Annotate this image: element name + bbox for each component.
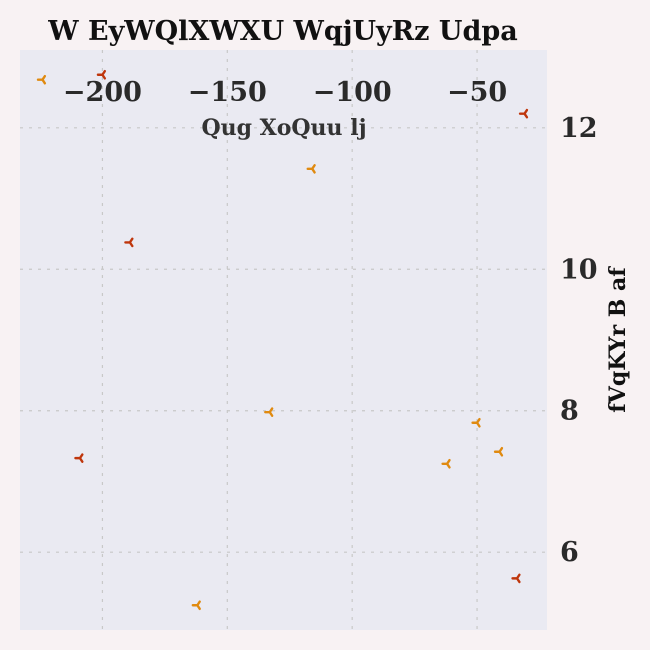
x-tick-label: −200 xyxy=(63,77,142,108)
data-points xyxy=(36,69,529,611)
x-tick-label: −100 xyxy=(313,77,392,108)
scatter-point xyxy=(96,69,107,80)
scatter-point xyxy=(124,237,134,248)
series-0 xyxy=(74,69,529,584)
series-1 xyxy=(36,74,504,611)
tick-labels: −200 −150 −100 −50 6 8 10 12 xyxy=(63,77,598,568)
grid xyxy=(20,50,547,630)
x-axis-label: Qug XoQuu lj xyxy=(201,115,366,141)
scatter-point xyxy=(74,453,84,463)
scatter-point xyxy=(441,458,451,469)
y-axis-label: fVqKYr B af xyxy=(605,266,631,413)
scatter-point xyxy=(511,573,521,584)
y-tick-label: 12 xyxy=(560,113,598,144)
scatter-point xyxy=(36,74,47,85)
chart-title: W EyWQlXWXU WqjUyRz Udpa xyxy=(47,16,517,47)
scatter-point xyxy=(191,600,201,611)
x-tick-label: −50 xyxy=(447,77,507,108)
scatter-point xyxy=(471,417,481,428)
y-tick-label: 10 xyxy=(560,254,598,285)
scatter-point xyxy=(518,108,529,119)
plot-area xyxy=(20,50,547,630)
scatter-point xyxy=(306,164,316,174)
y-tick-label: 6 xyxy=(560,537,579,568)
y-tick-label: 8 xyxy=(560,396,579,427)
x-tick-label: −150 xyxy=(188,77,267,108)
scatter-point xyxy=(493,446,504,457)
scatter-point xyxy=(264,407,274,417)
